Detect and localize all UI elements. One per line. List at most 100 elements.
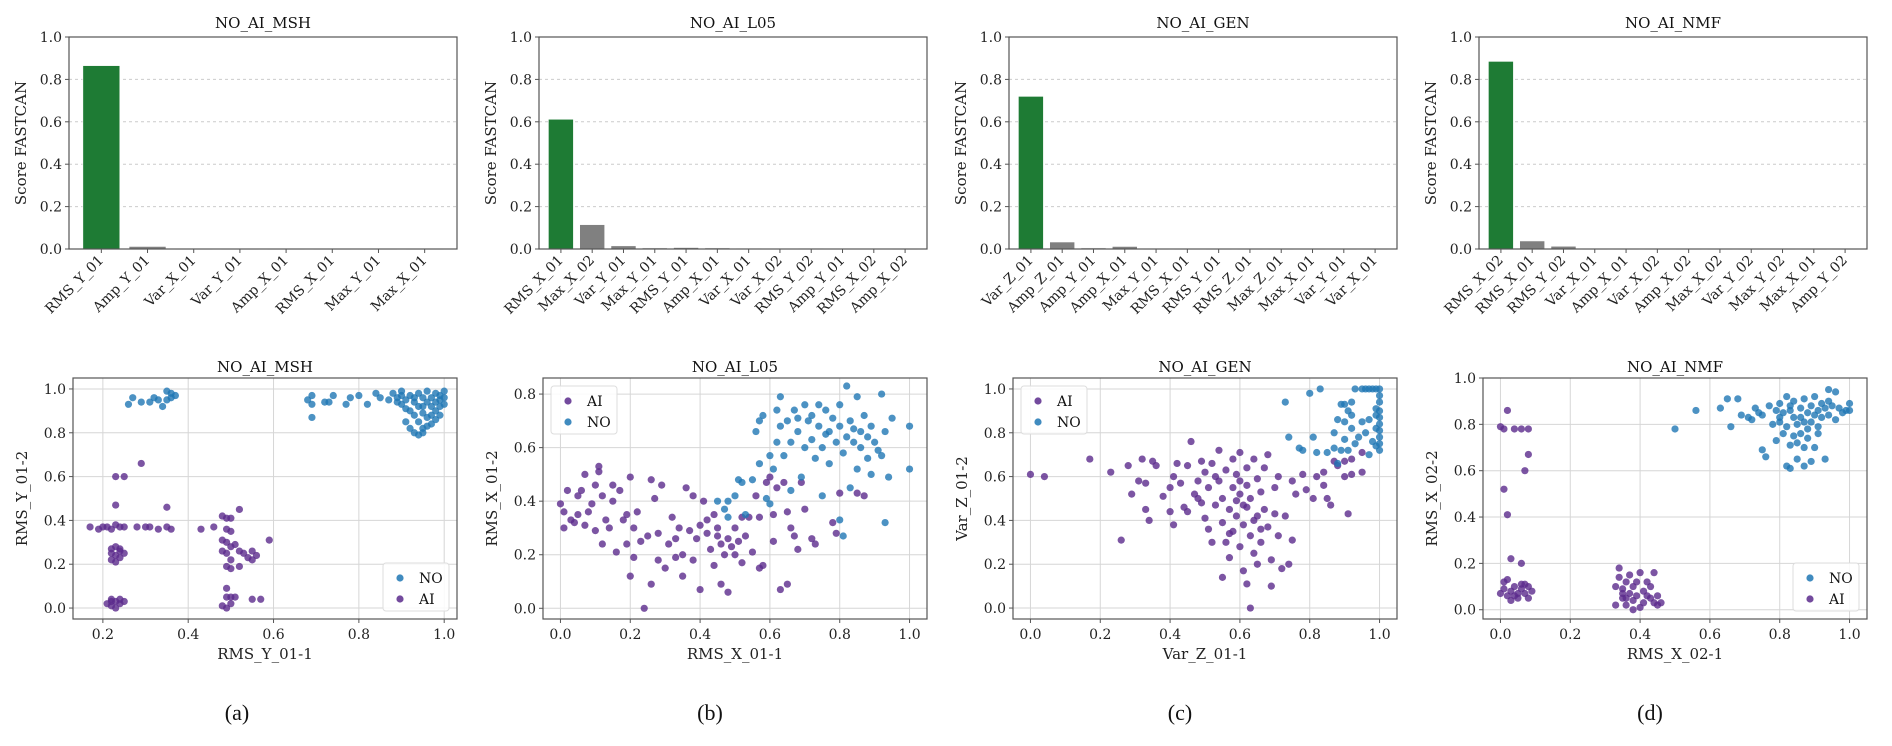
point-AI [1232, 497, 1241, 505]
point-AI [1194, 494, 1202, 503]
point-AI [231, 540, 239, 549]
x-tick-label: 0.2 [619, 627, 641, 643]
point-AI [116, 545, 124, 553]
axes-frame [68, 36, 458, 250]
bar-Max_X_02 [579, 224, 606, 250]
point-NO [1769, 420, 1777, 428]
point-NO [1779, 409, 1787, 417]
point-AI [626, 473, 634, 481]
point-AI [1500, 425, 1508, 433]
point-NO [1341, 418, 1349, 426]
point-AI [588, 500, 596, 508]
x-tick-label: 0.6 [759, 627, 781, 643]
point-AI [1622, 601, 1630, 609]
point-AI [1517, 580, 1525, 588]
point-NO [1800, 443, 1808, 452]
point-AI [1208, 538, 1216, 546]
point-NO [1330, 429, 1338, 437]
x-tick-label: 1.0 [1838, 627, 1860, 643]
point-NO [1783, 423, 1791, 431]
point-NO [787, 486, 795, 495]
point-AI [1222, 466, 1230, 474]
point-AI [1503, 576, 1512, 584]
point-NO [801, 444, 809, 452]
point-AI [1236, 477, 1244, 485]
point-AI [1348, 455, 1356, 463]
point-NO [342, 400, 350, 408]
legend-label-NO: NO [1057, 415, 1081, 431]
point-AI [1341, 472, 1349, 481]
point-NO [410, 394, 418, 402]
chart-title: NO_AI_NMF [1627, 358, 1723, 376]
point-AI [1215, 446, 1223, 454]
point-AI [609, 481, 617, 489]
chart-title: NO_AI_MSH [215, 14, 311, 32]
point-NO [1825, 397, 1833, 405]
y-tick-label: 1.0 [1450, 30, 1472, 46]
x-tick-label: 0.0 [1019, 627, 1041, 643]
point-NO [1814, 423, 1822, 431]
point-AI [1124, 462, 1132, 470]
legend-marker-NO [1034, 418, 1042, 426]
point-AI [1639, 599, 1648, 607]
point-NO [1821, 455, 1829, 463]
point-AI [560, 508, 568, 516]
axes-frame [72, 377, 458, 620]
point-AI [696, 521, 704, 529]
point-NO [773, 438, 781, 446]
point-AI [1260, 505, 1268, 514]
x-axis-label: RMS_Y_01-1 [217, 645, 313, 663]
point-AI [1358, 448, 1366, 457]
y-tick-label: 1.0 [510, 30, 532, 46]
point-AI [1201, 468, 1209, 476]
point-NO [1786, 464, 1794, 472]
point-AI [574, 492, 582, 500]
legend: NO AI [1792, 562, 1860, 612]
point-AI [689, 492, 697, 500]
point-NO [308, 413, 316, 422]
point-AI [661, 564, 669, 572]
point-AI [1260, 464, 1268, 472]
point-AI [1218, 519, 1227, 527]
point-AI [1612, 582, 1620, 591]
point-NO [1783, 392, 1791, 401]
point-NO [163, 387, 171, 395]
point-AI [602, 516, 610, 524]
point-NO [853, 465, 861, 473]
point-AI [598, 540, 606, 548]
point-NO [790, 406, 798, 414]
point-NO [423, 422, 431, 430]
point-AI [633, 508, 641, 516]
point-AI [619, 516, 627, 524]
point-AI [1622, 594, 1630, 602]
x-tick-label: 0.6 [1229, 627, 1251, 643]
y-tick-label: 0.8 [1454, 417, 1476, 433]
y-tick-label: 0.0 [40, 242, 62, 258]
point-AI [724, 588, 732, 596]
point-NO [1341, 400, 1349, 408]
point-AI [257, 595, 265, 603]
bar-RMS_Y_01 [82, 65, 121, 250]
point-NO [864, 433, 872, 441]
y-tick-label: 0.2 [1450, 200, 1472, 216]
x-tick-label: 0.8 [348, 627, 370, 643]
caption-b: (b) [697, 700, 723, 725]
point-AI [1503, 511, 1512, 519]
legend-marker-AI [564, 397, 572, 405]
point-AI [227, 565, 235, 573]
point-AI [797, 478, 805, 487]
point-AI [235, 562, 243, 571]
point-NO [888, 414, 896, 422]
point-NO [878, 452, 886, 460]
y-tick-label: 0.2 [510, 200, 532, 216]
y-tick-label: 1.0 [1454, 371, 1476, 387]
caption-c: (c) [1168, 700, 1192, 725]
point-NO [836, 401, 844, 409]
point-AI [227, 514, 235, 522]
point-AI [112, 472, 120, 481]
point-NO [832, 438, 840, 446]
point-NO [720, 505, 729, 513]
point-AI [623, 510, 631, 519]
point-NO [839, 532, 847, 540]
point-AI [1274, 532, 1282, 540]
